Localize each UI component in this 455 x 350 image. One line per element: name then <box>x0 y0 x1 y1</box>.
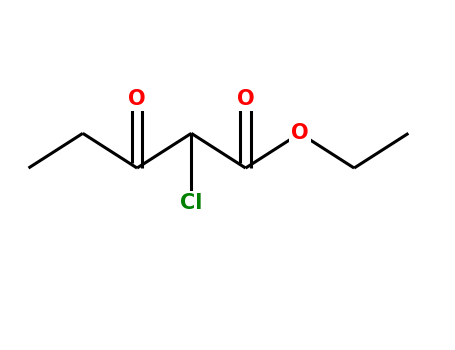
Text: O: O <box>128 89 146 108</box>
Text: O: O <box>237 89 254 108</box>
Text: O: O <box>291 123 308 144</box>
Text: Cl: Cl <box>180 193 202 213</box>
